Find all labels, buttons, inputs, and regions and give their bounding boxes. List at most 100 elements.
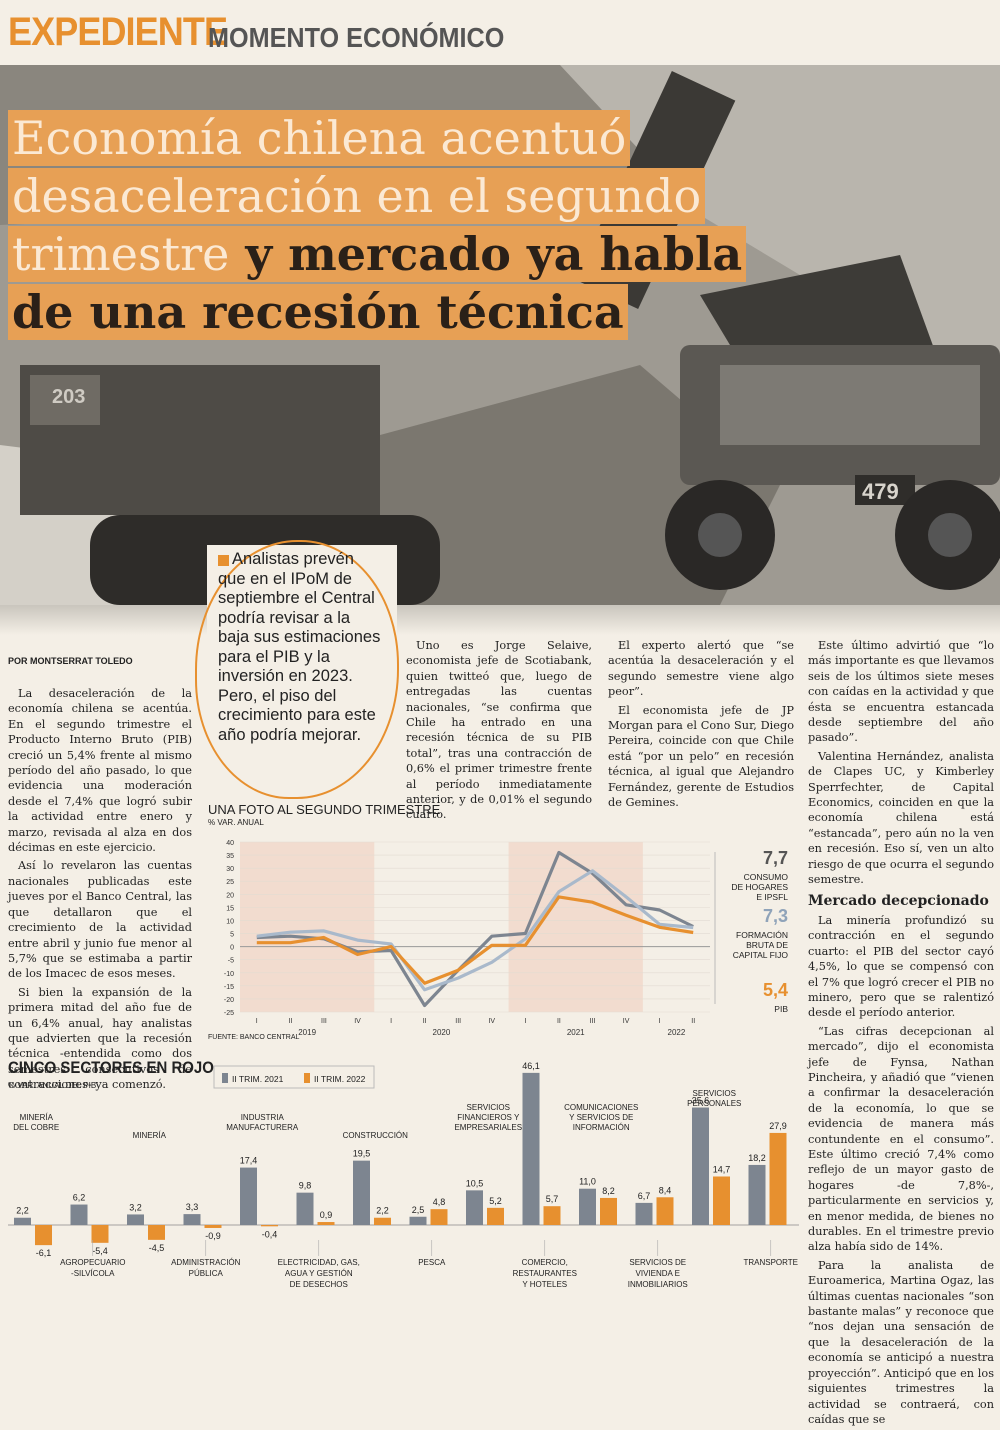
bar-value-label: -6,1 xyxy=(36,1248,52,1258)
series-name: PIB xyxy=(774,1004,788,1014)
series-last-value: 7,3 xyxy=(763,906,788,926)
series-name: FORMACIÓN xyxy=(736,930,788,940)
y-tick-label: 30 xyxy=(226,866,234,873)
series-name: E IPSFL xyxy=(756,892,788,902)
category-label: PÚBLICA xyxy=(189,1269,224,1278)
category-label: SERVICIOS xyxy=(467,1103,510,1112)
bar-value-label: 8,4 xyxy=(659,1185,672,1195)
bar-value-label: 46,1 xyxy=(522,1061,540,1071)
bar xyxy=(656,1197,674,1225)
column-5: Este último advirtió que “lo más importa… xyxy=(808,638,994,1430)
bar-value-label: 18,2 xyxy=(748,1153,766,1163)
callout-body: Analistas prevén que en el IPoM de septi… xyxy=(218,550,381,744)
bar xyxy=(317,1222,335,1225)
series-name: BRUTA DE xyxy=(746,940,788,950)
x-tick-label: III xyxy=(321,1018,327,1025)
y-tick-label: -20 xyxy=(224,997,234,1004)
category-label: FINANCIEROS Y xyxy=(457,1113,520,1122)
category-label: INDUSTRIA xyxy=(241,1113,285,1122)
bar xyxy=(148,1225,165,1240)
y-tick-label: 15 xyxy=(226,905,234,912)
category-label: RESTAURANTES xyxy=(513,1269,577,1278)
mining-photo: 203 479 Economía chilena acentuó desacel… xyxy=(0,65,1000,605)
legend-swatch xyxy=(222,1073,228,1083)
series-name: DE HOGARES xyxy=(731,882,788,892)
y-tick-label: -15 xyxy=(224,984,234,991)
bar-value-label: 8,2 xyxy=(602,1186,615,1196)
legend-label: II TRIM. 2021 xyxy=(232,1074,284,1084)
bar xyxy=(600,1197,617,1225)
x-year-label: 2021 xyxy=(567,1028,585,1037)
paragraph: Así lo revelaron las cuentas nacionales … xyxy=(8,859,192,981)
series-last-value: 7,7 xyxy=(763,848,788,868)
series-name: CONSUMO xyxy=(744,872,789,882)
x-tick-label: I xyxy=(256,1018,258,1025)
bar-value-label: 27,9 xyxy=(769,1121,787,1131)
bar xyxy=(91,1225,109,1243)
category-label: SERVICIOS xyxy=(693,1089,736,1098)
paragraph: La desaceleración de la economía chilena… xyxy=(8,687,192,855)
x-year-label: 2020 xyxy=(433,1028,451,1037)
bar-value-label: 9,8 xyxy=(299,1181,312,1191)
x-tick-label: IV xyxy=(623,1018,630,1025)
bar xyxy=(769,1132,787,1225)
bar-value-label: 2,2 xyxy=(376,1206,389,1216)
y-tick-label: -10 xyxy=(224,971,234,978)
bar-value-label: -0,9 xyxy=(205,1231,221,1241)
column-3: Uno es Jorge Selaive, economista jefe de… xyxy=(406,638,592,826)
category-label: MINERÍA xyxy=(133,1131,167,1140)
x-year-label: 2019 xyxy=(298,1028,316,1037)
category-label: ADMINISTRACIÓN xyxy=(171,1258,241,1267)
bar-value-label: 2,5 xyxy=(412,1205,425,1215)
category-label: COMERCIO, xyxy=(522,1258,568,1267)
category-label: PESCA xyxy=(418,1258,446,1267)
y-tick-label: 10 xyxy=(226,918,234,925)
bar-value-label: 5,7 xyxy=(546,1194,559,1204)
x-tick-label: II xyxy=(557,1018,561,1025)
bar xyxy=(240,1167,257,1225)
bar-value-label: 4,8 xyxy=(433,1197,446,1207)
headline-text-3b: y mercado ya habla xyxy=(229,227,743,281)
callout-bullet xyxy=(218,555,229,566)
bar xyxy=(466,1190,483,1225)
headline-line-4: de una recesión técnica xyxy=(8,284,628,340)
bar xyxy=(35,1225,52,1246)
column-4: El experto alertó que “se acentúa la des… xyxy=(608,638,794,813)
x-tick-label: I xyxy=(390,1018,392,1025)
bar xyxy=(635,1202,653,1225)
paragraph: Si bien la expansión de la primera mitad… xyxy=(8,985,192,1092)
bar-value-label: 11,0 xyxy=(579,1177,596,1187)
bar xyxy=(713,1176,730,1225)
category-label: AGROPECUARIO xyxy=(60,1258,125,1267)
category-label: ELECTRICIDAD, GAS, xyxy=(278,1258,360,1267)
year-shade-2021 xyxy=(508,842,643,1012)
bar xyxy=(127,1214,144,1225)
year-shade-2019 xyxy=(240,842,375,1012)
x-tick-label: I xyxy=(659,1018,661,1025)
y-tick-label: -5 xyxy=(228,958,234,965)
category-label: CONSTRUCCIÓN xyxy=(343,1131,409,1140)
bar xyxy=(296,1192,314,1225)
y-tick-label: 5 xyxy=(230,932,234,939)
bar xyxy=(692,1107,709,1225)
category-label: Y SERVICIOS DE xyxy=(569,1113,633,1122)
x-year-label: 2022 xyxy=(668,1028,686,1037)
paragraph: El economista jefe de JP Morgan para el … xyxy=(608,703,794,810)
y-tick-label: 25 xyxy=(226,879,234,886)
headline-text-4: de una recesión técnica xyxy=(12,285,624,339)
bar xyxy=(409,1216,427,1225)
x-tick-label: IV xyxy=(354,1018,361,1025)
bar xyxy=(183,1214,201,1225)
headline-text-1: Economía chilena acentuó xyxy=(12,111,627,165)
bar xyxy=(543,1206,561,1225)
bar-value-label: 3,3 xyxy=(186,1202,199,1212)
paragraph: Uno es Jorge Selaive, economista jefe de… xyxy=(406,639,592,822)
bar-value-label: -0,4 xyxy=(262,1229,278,1239)
bar xyxy=(579,1188,596,1225)
bar xyxy=(14,1217,31,1225)
category-label: DEL COBRE xyxy=(13,1123,59,1132)
paragraph: Para la analista de Euroamerica, Martina… xyxy=(808,1258,994,1426)
bar xyxy=(261,1225,278,1227)
legend-box xyxy=(213,1065,375,1089)
